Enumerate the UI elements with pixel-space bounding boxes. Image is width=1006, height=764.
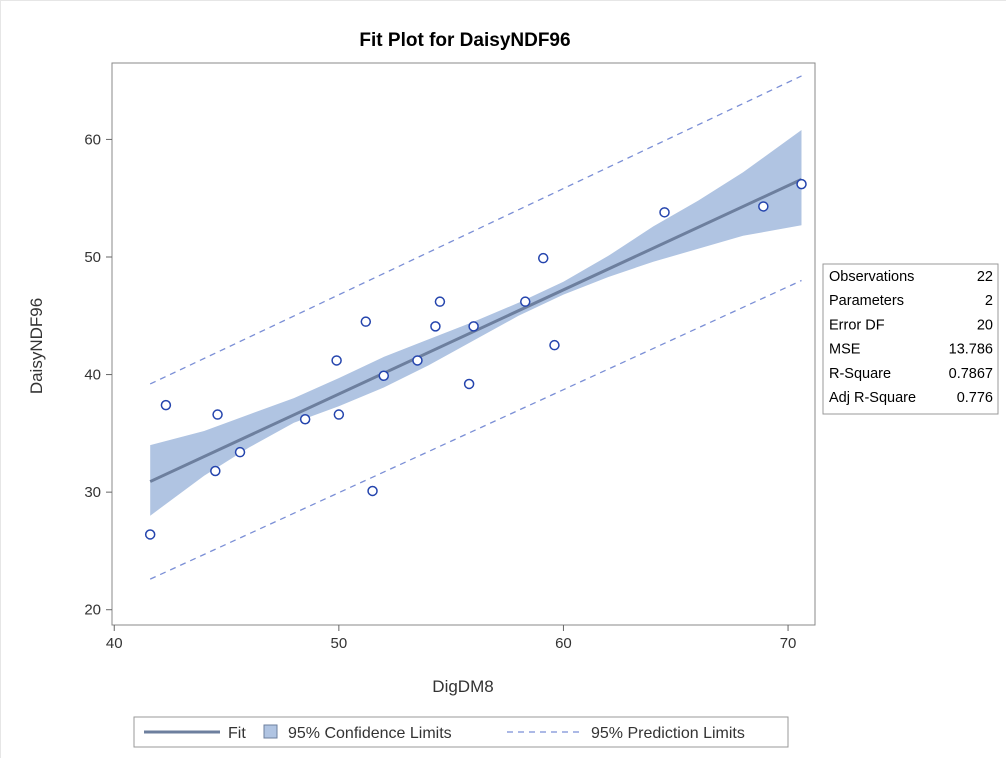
data-point: [549, 339, 560, 351]
x-axis: 40 50 60 70: [106, 625, 796, 652]
legend-confidence-label: 95% Confidence Limits: [288, 725, 452, 742]
y-tick-label: 30: [84, 484, 101, 501]
data-point: [463, 378, 475, 390]
data-point: [360, 316, 372, 327]
y-tick-label: 50: [84, 249, 101, 266]
y-axis-label: DaisyNDF96: [27, 298, 46, 394]
data-point: [758, 201, 769, 212]
data-point: [160, 399, 172, 411]
legend-border: [133, 716, 789, 748]
stat-label: MSE: [829, 342, 861, 358]
data-point: [212, 409, 223, 420]
x-tick-label: 50: [331, 635, 348, 652]
y-axis: 20 30 40 50 60: [84, 131, 112, 619]
data-point: [367, 485, 378, 497]
x-tick-label: 70: [780, 635, 797, 652]
data-point: [378, 370, 390, 381]
stat-label: Parameters: [829, 293, 904, 309]
legend-prediction-label: 95% Prediction Limits: [591, 725, 745, 742]
stat-value: 20: [977, 317, 993, 333]
data-point: [434, 296, 446, 307]
data-points: [144, 178, 807, 540]
data-point: [430, 321, 441, 332]
x-axis-label: DigDM8: [432, 677, 493, 696]
legend-fit-label: Fit: [228, 725, 246, 742]
data-point: [796, 178, 807, 190]
legend-band-swatch: [263, 724, 278, 739]
stat-label: Adj R-Square: [829, 390, 916, 406]
x-tick-label: 60: [555, 635, 572, 652]
stat-value: 0.776: [957, 390, 993, 406]
data-point: [520, 296, 531, 307]
data-point: [144, 529, 156, 540]
data-point: [468, 321, 479, 332]
data-point: [234, 446, 246, 458]
legend: Fit 95% Confidence Limits 95% Prediction…: [133, 716, 789, 748]
prediction-limit-lower: [149, 279, 802, 580]
chart-title: Fit Plot for DaisyNDF96: [359, 30, 570, 51]
data-point: [412, 355, 423, 366]
y-tick-label: 40: [84, 367, 101, 384]
stat-value: 13.786: [949, 342, 993, 358]
data-point: [659, 207, 670, 218]
stat-value: 0.7867: [949, 366, 993, 382]
data-point: [299, 413, 311, 425]
plot-area: [111, 62, 816, 626]
fit-statistics-table: Observations 22 Parameters 2 Error DF 20 MSE 13…: [822, 263, 999, 415]
data-point: [210, 465, 221, 477]
data-point: [331, 355, 342, 366]
data-point: [333, 409, 345, 420]
stat-label: Observations: [829, 269, 914, 285]
stat-label: R-Square: [829, 366, 891, 382]
stats-table-border: [822, 263, 999, 415]
stat-label: Error DF: [829, 317, 885, 333]
x-tick-label: 40: [106, 635, 123, 652]
y-tick-label: 20: [84, 602, 101, 619]
data-point: [537, 252, 549, 264]
y-tick-label: 60: [84, 131, 101, 148]
stat-value: 2: [985, 293, 993, 309]
stat-value: 22: [977, 269, 993, 285]
